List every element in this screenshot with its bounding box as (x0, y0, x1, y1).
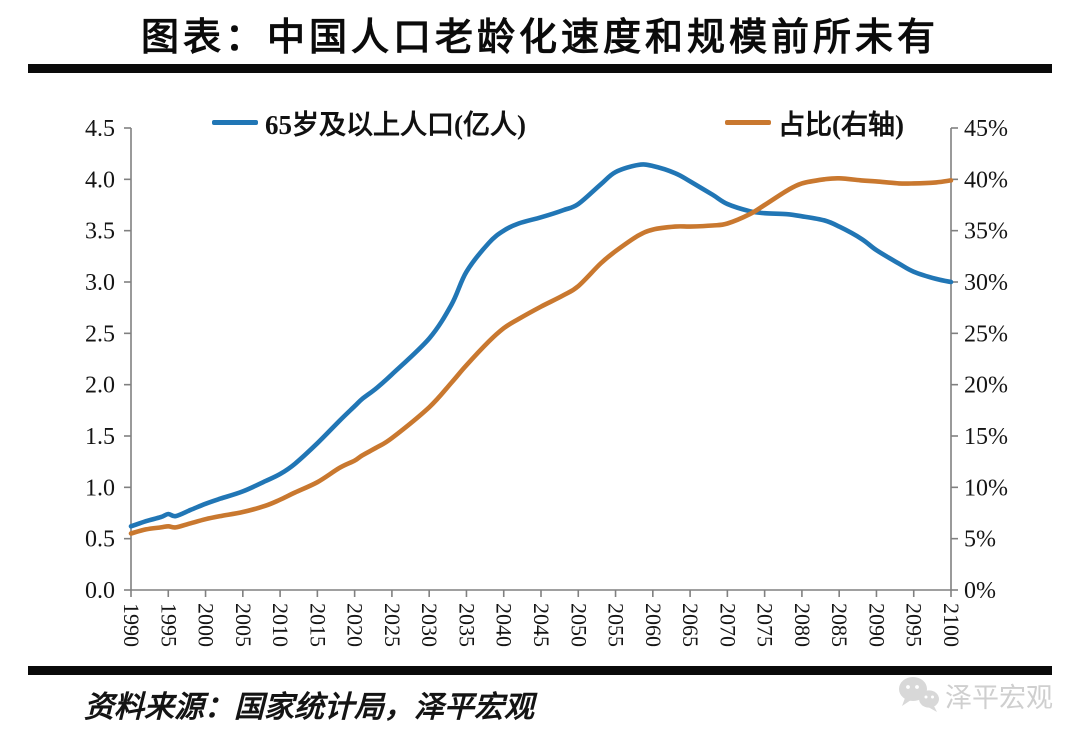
legend-item-share: 占比(右轴) (725, 103, 904, 142)
x-tick-label: 2085 (827, 603, 852, 647)
y-right-tick-label: 25% (964, 321, 1008, 347)
legend-line-swatch-population (212, 120, 258, 125)
x-tick-label: 2050 (566, 603, 591, 647)
title-underline (28, 64, 1052, 73)
y-right-tick-label: 15% (964, 424, 1008, 450)
y-left-tick-label: 0.0 (85, 578, 115, 604)
y-right-tick-label: 40% (964, 167, 1008, 193)
y-left-tick-label: 2.5 (85, 321, 115, 347)
y-left-tick-label: 3.5 (85, 219, 115, 245)
y-right-tick-label: 0% (964, 578, 996, 604)
y-left-tick-label: 1.0 (85, 475, 115, 501)
y-left-tick-label: 4.0 (85, 167, 115, 193)
x-tick-label: 2040 (492, 603, 517, 647)
footer-divider (28, 666, 1052, 675)
x-tick-label: 2005 (231, 603, 256, 647)
x-tick-label: 1995 (156, 603, 181, 647)
series-line-share (128, 175, 954, 536)
y-right-tick-label: 35% (964, 219, 1008, 245)
chart-title: 图表：中国人口老龄化速度和规模前所未有 (140, 17, 939, 59)
y-left-tick-label: 2.0 (85, 373, 115, 399)
x-tick-label: 2060 (641, 603, 666, 647)
y-right-tick-label: 5% (964, 527, 996, 553)
legend-line-swatch-share (725, 120, 772, 125)
x-tick-label: 2035 (454, 603, 479, 647)
y-right-tick-label: 10% (964, 475, 1008, 501)
x-tick-label: 2000 (194, 603, 219, 647)
y-right-tick-label: 30% (964, 270, 1008, 296)
legend-item-population: 65岁及以上人口(亿人) (212, 103, 526, 142)
legend-label-population: 65岁及以上人口(亿人) (265, 110, 526, 140)
x-tick-label: 2080 (790, 603, 815, 647)
x-tick-label: 2015 (305, 603, 330, 647)
x-tick-label: 2090 (864, 603, 889, 647)
series-line-65plus-population (128, 162, 954, 529)
y-left-tick-label: 0.5 (85, 527, 115, 553)
y-left-tick-label: 1.5 (85, 424, 115, 450)
y-left-tick-label: 4.5 (85, 116, 115, 142)
wechat-bubbles-icon (899, 677, 939, 712)
y-left-tick-label: 3.0 (85, 270, 115, 296)
legend-label-share: 占比(右轴) (778, 110, 904, 140)
x-tick-label: 2095 (902, 603, 927, 647)
x-tick-label: 2010 (268, 603, 293, 647)
x-tick-label: 2020 (343, 603, 368, 647)
x-tick-label: 2065 (678, 603, 703, 647)
x-tick-label: 2075 (753, 603, 778, 647)
watermark: 泽平宏观 (896, 674, 1053, 716)
x-tick-label: 1990 (119, 603, 144, 647)
y-right-tick-label: 45% (964, 116, 1008, 142)
y-right-tick-label: 20% (964, 373, 1008, 399)
watermark-label: 泽平宏观 (945, 682, 1053, 713)
x-tick-label: 2070 (715, 603, 740, 647)
x-tick-label: 2030 (417, 603, 442, 647)
x-tick-label: 2055 (604, 603, 629, 647)
x-tick-label: 2025 (380, 603, 405, 647)
x-tick-label: 2100 (939, 603, 964, 647)
x-tick-label: 2045 (529, 603, 554, 647)
source-note: 资料来源：国家统计局，泽平宏观 (84, 691, 534, 724)
legend: 65岁及以上人口(亿人) 占比(右轴) (212, 103, 904, 142)
